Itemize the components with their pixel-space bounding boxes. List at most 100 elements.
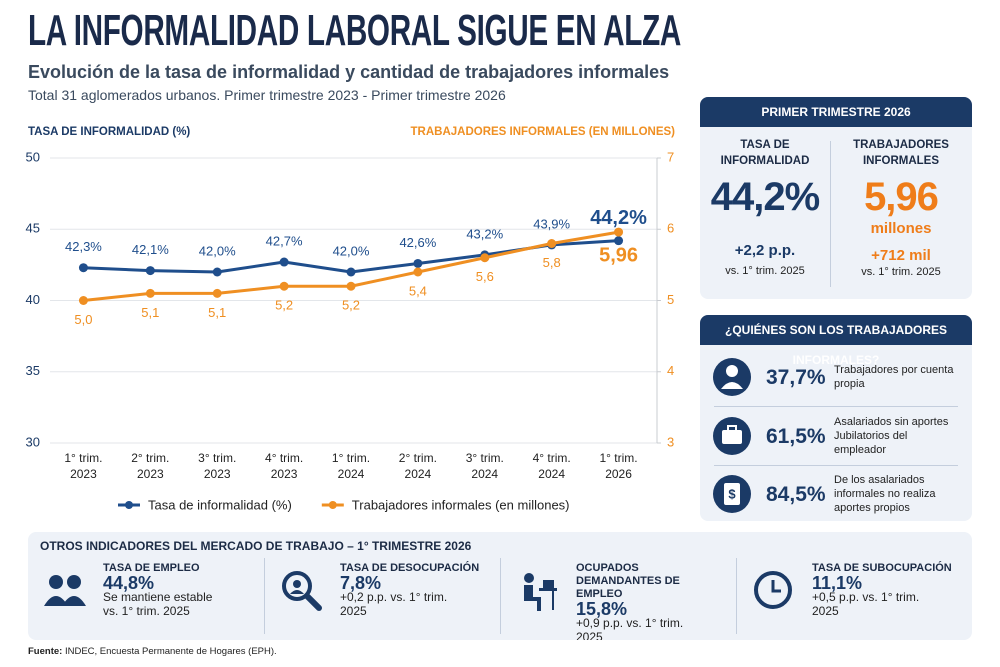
value: 15,8%: [576, 599, 628, 619]
point: [78, 263, 88, 273]
icon: [524, 573, 557, 611]
y-tick-label: 50: [26, 149, 40, 164]
label: TASA DE INFORMALIDAD: [720, 139, 810, 167]
data-label: 5,1: [141, 305, 159, 320]
data-label: 5,1: [208, 305, 226, 320]
point: [145, 266, 155, 276]
summary-column: TASA DE INFORMALIDAD 44,2% +2,2 p.p. vs.…: [700, 137, 830, 277]
x-tick-label: 1° trim. 2026: [599, 451, 638, 481]
x-tick-label: 3° trim. 2024: [465, 451, 504, 481]
unit: millones: [870, 220, 932, 237]
text: Trabajadores por cuenta propia: [834, 364, 954, 390]
note: Total 31 aglomerados urbanos. Primer tri…: [28, 87, 506, 103]
label: TASA DE EMPLEO: [103, 562, 200, 574]
indicator: OCUPADOS DEMANDANTES DE EMPLEO 15,8% +0,9 …: [500, 558, 735, 640]
point: [614, 227, 624, 237]
panel-title: PRIMER TRIMESTRE 2026: [700, 97, 972, 127]
label: TRABAJADORES INFORMALES: [853, 139, 949, 167]
legend-label: Trabajadores informales (en millones): [352, 497, 570, 512]
indicator: TASA DE DESOCUPACIÓN 7,8% +0,2 p.p. vs. 1°…: [264, 558, 499, 634]
x-tick-label: 4° trim. 2024: [532, 451, 571, 481]
data-label: 5,96: [599, 244, 638, 266]
indicators-panel: OTROS INDICADORES DEL MERCADO DE TRABAJO…: [28, 532, 972, 640]
chart: TASA DE INFORMALIDAD (%) TRABAJADORES INF…: [26, 126, 676, 512]
note: +0,9 p.p. vs. 1° trim. 2025: [576, 616, 684, 640]
who-item: 61,5% Asalariados sin aportes Jubilatori…: [710, 407, 962, 465]
point: [547, 239, 557, 248]
point: [78, 296, 88, 305]
who-item: $ 84,5% De los asalariados informales no…: [710, 465, 962, 521]
change: +2,2 p.p.: [734, 242, 796, 259]
value: 84,5%: [766, 483, 826, 506]
value: 44,2%: [710, 175, 820, 219]
icon: [282, 571, 322, 611]
svg-text:$: $: [728, 486, 736, 501]
data-label: 42,3%: [65, 239, 102, 254]
y2-axis-label: TRABAJADORES INFORMALES (EN MILLONES): [411, 126, 676, 138]
data-label: 5,4: [409, 283, 427, 298]
data-label: 43,9%: [533, 216, 570, 231]
who-panel: ¿QUIÉNES SON LOS TRABAJADORES INFORMALES…: [700, 315, 972, 521]
comparison: vs. 1° trim. 2025: [725, 265, 805, 277]
data-label: 5,6: [476, 269, 494, 284]
point: [212, 267, 222, 277]
y2-tick-label: 3: [667, 434, 674, 449]
data-label: 42,7%: [266, 233, 303, 248]
label: TASA DE SUBOCUPACIÓN: [812, 562, 952, 574]
data-label: 42,1%: [132, 242, 169, 257]
x-tick-label: 3° trim. 2023: [198, 451, 237, 481]
summary-panel: PRIMER TRIMESTRE 2026 TASA DE INFORMALID…: [700, 97, 972, 299]
panel-title: ¿QUIÉNES SON LOS TRABAJADORES INFORMALES…: [700, 315, 972, 367]
point: [145, 288, 155, 298]
note: +0,5 p.p. vs. 1° trim. 2025: [812, 590, 920, 618]
point: [413, 267, 423, 277]
who-item: 37,7% Trabajadores por cuenta propia: [710, 348, 962, 406]
icon: [713, 358, 751, 396]
x-tick-label: 2° trim. 2024: [398, 451, 437, 481]
point: [480, 253, 490, 263]
note: +0,2 p.p. vs. 1° trim. 2025: [340, 590, 448, 618]
point: [413, 258, 423, 268]
comparison: vs. 1° trim. 2025: [861, 266, 941, 278]
legend-label: Tasa de informalidad (%): [148, 497, 292, 512]
value: 61,5%: [766, 425, 826, 448]
text: Asalariados sin aportes Jubilatorios del…: [834, 416, 949, 456]
point: [279, 257, 289, 267]
footer: Fuente: INDEC, Encuesta Permanente de Ho…: [28, 646, 277, 657]
label: TASA DE DESOCUPACIÓN: [340, 562, 480, 574]
title: LA INFORMALIDAD LABORAL SIGUE EN ALZA: [28, 6, 681, 55]
data-label: 5,2: [275, 298, 293, 313]
data-label: 5,8: [543, 255, 561, 270]
legend-marker: [125, 501, 133, 509]
data-label: 42,0%: [199, 243, 236, 258]
panel-title: OTROS INDICADORES DEL MERCADO DE TRABAJO…: [40, 539, 472, 553]
icon: $: [713, 475, 751, 513]
indicator: TASA DE SUBOCUPACIÓN 11,1% +0,5 p.p. vs. 1…: [736, 558, 971, 634]
icon: [713, 417, 751, 455]
source-label: Fuente:: [28, 646, 63, 657]
text: De los asalariados informales no realiza…: [834, 474, 936, 514]
indicator: TASA DE EMPLEO 44,8% Se mantiene estable v…: [28, 558, 262, 634]
data-label: 44,2%: [590, 207, 647, 229]
y2-tick-label: 4: [667, 363, 674, 378]
summary-column: TRABAJADORES INFORMALES 5,96 millones +7…: [836, 137, 966, 278]
x-tick-label: 1° trim. 2024: [331, 451, 371, 481]
y2-tick-label: 7: [667, 149, 674, 164]
point: [614, 236, 624, 246]
data-label: 5,0: [74, 312, 92, 327]
y-axis-label: TASA DE INFORMALIDAD (%): [28, 126, 190, 138]
legend-marker: [328, 501, 337, 509]
icon: [44, 575, 86, 606]
point: [212, 288, 222, 298]
y2-tick-label: 6: [667, 221, 674, 236]
data-label: 42,6%: [399, 235, 436, 250]
y-tick-label: 30: [26, 434, 40, 449]
point: [279, 281, 289, 291]
point: [346, 267, 356, 277]
value: 37,7%: [766, 366, 826, 389]
y-tick-label: 40: [26, 292, 40, 307]
value: 11,1%: [812, 573, 863, 593]
note: Se mantiene estable vs. 1° trim. 2025: [103, 590, 213, 618]
value: 5,96: [864, 175, 939, 219]
